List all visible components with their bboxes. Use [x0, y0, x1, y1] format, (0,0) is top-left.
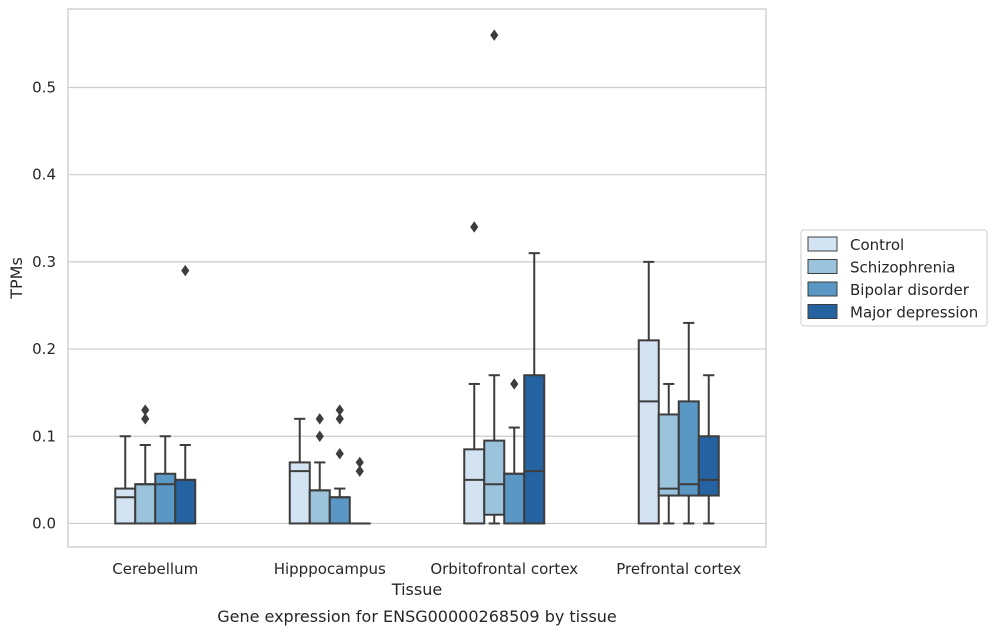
- outlier-point: [141, 413, 150, 425]
- outlier-point: [335, 404, 344, 416]
- outlier-point: [315, 413, 324, 425]
- outlier-point: [355, 456, 364, 469]
- outlier-point: [355, 465, 364, 477]
- outlier-point: [510, 378, 519, 390]
- box-iqr: [174, 478, 197, 525]
- box-control: [463, 221, 486, 525]
- box-bipolar-disorder: [503, 378, 526, 525]
- box-control: [288, 417, 311, 525]
- y-axis-title: TPMs: [7, 257, 26, 300]
- x-axis-title: Tissue: [391, 580, 442, 599]
- box-schizophrenia: [308, 413, 331, 525]
- box-iqr: [463, 448, 486, 525]
- box-schizophrenia: [657, 382, 680, 525]
- outlier-point: [181, 264, 190, 277]
- box-schizophrenia: [483, 29, 506, 525]
- legend-swatch: [807, 304, 838, 319]
- y-tick-label: 0.5: [32, 78, 56, 96]
- box-major-depression: [174, 264, 197, 525]
- box-bipolar-disorder: [677, 321, 700, 525]
- box-iqr: [697, 435, 720, 497]
- box-schizophrenia: [134, 404, 157, 525]
- legend-swatch: [807, 259, 838, 274]
- legend-label: Schizophrenia: [850, 259, 955, 277]
- legend-label: Control: [850, 236, 904, 254]
- box-iqr: [154, 472, 177, 525]
- legend-label: Bipolar disorder: [850, 281, 970, 299]
- box-iqr: [134, 483, 157, 525]
- chart-caption: Gene expression for ENSG00000268509 by t…: [217, 607, 617, 626]
- box-iqr: [657, 413, 680, 497]
- y-tick-label: 0.1: [32, 427, 56, 445]
- y-tick-label: 0.4: [32, 166, 56, 184]
- box-bipolar-disorder: [328, 404, 351, 525]
- box-iqr: [523, 374, 546, 525]
- box-iqr: [308, 489, 331, 525]
- legend-label: Major depression: [850, 304, 978, 322]
- plot-frame: [67, 8, 767, 548]
- x-tick-label: Hipppocampus: [274, 560, 386, 578]
- box-iqr: [677, 400, 700, 497]
- legend-swatch: [807, 281, 838, 297]
- boxes-layer: [114, 29, 720, 525]
- y-tick-labels: 0.0 0.1 0.2 0.3 0.4 0.5: [32, 78, 56, 532]
- box-iqr: [483, 439, 506, 516]
- x-tick-label: Prefrontal cortex: [616, 560, 741, 578]
- box-major-depression: [523, 252, 546, 525]
- x-tick-labels: Cerebellum Hipppocampus Orbitofrontal cort…: [112, 560, 741, 578]
- box-bipolar-disorder: [154, 435, 177, 525]
- box-iqr: [503, 472, 526, 525]
- box-iqr: [637, 339, 660, 525]
- outlier-point: [335, 448, 344, 460]
- legend: Control Schizophrenia Bipolar disorder Majo…: [800, 229, 988, 327]
- y-tick-label: 0.2: [32, 340, 56, 358]
- outlier-point: [335, 413, 344, 425]
- box-control: [114, 435, 137, 525]
- x-tick-label: Orbitofrontal cortex: [430, 560, 578, 578]
- y-tick-label: 0.3: [32, 253, 56, 271]
- outlier-point: [470, 221, 479, 233]
- y-tick-label: 0.0: [32, 514, 56, 532]
- box-control: [637, 260, 660, 525]
- legend-frame: [800, 229, 988, 327]
- outlier-point: [141, 404, 150, 416]
- legend-swatch: [807, 236, 838, 252]
- box-major-depression: [348, 456, 371, 525]
- box-iqr: [114, 487, 137, 525]
- box-major-depression: [697, 374, 720, 525]
- outlier-point: [490, 29, 499, 41]
- x-tick-label: Cerebellum: [112, 560, 198, 578]
- outlier-point: [315, 430, 324, 442]
- box-iqr: [328, 496, 351, 525]
